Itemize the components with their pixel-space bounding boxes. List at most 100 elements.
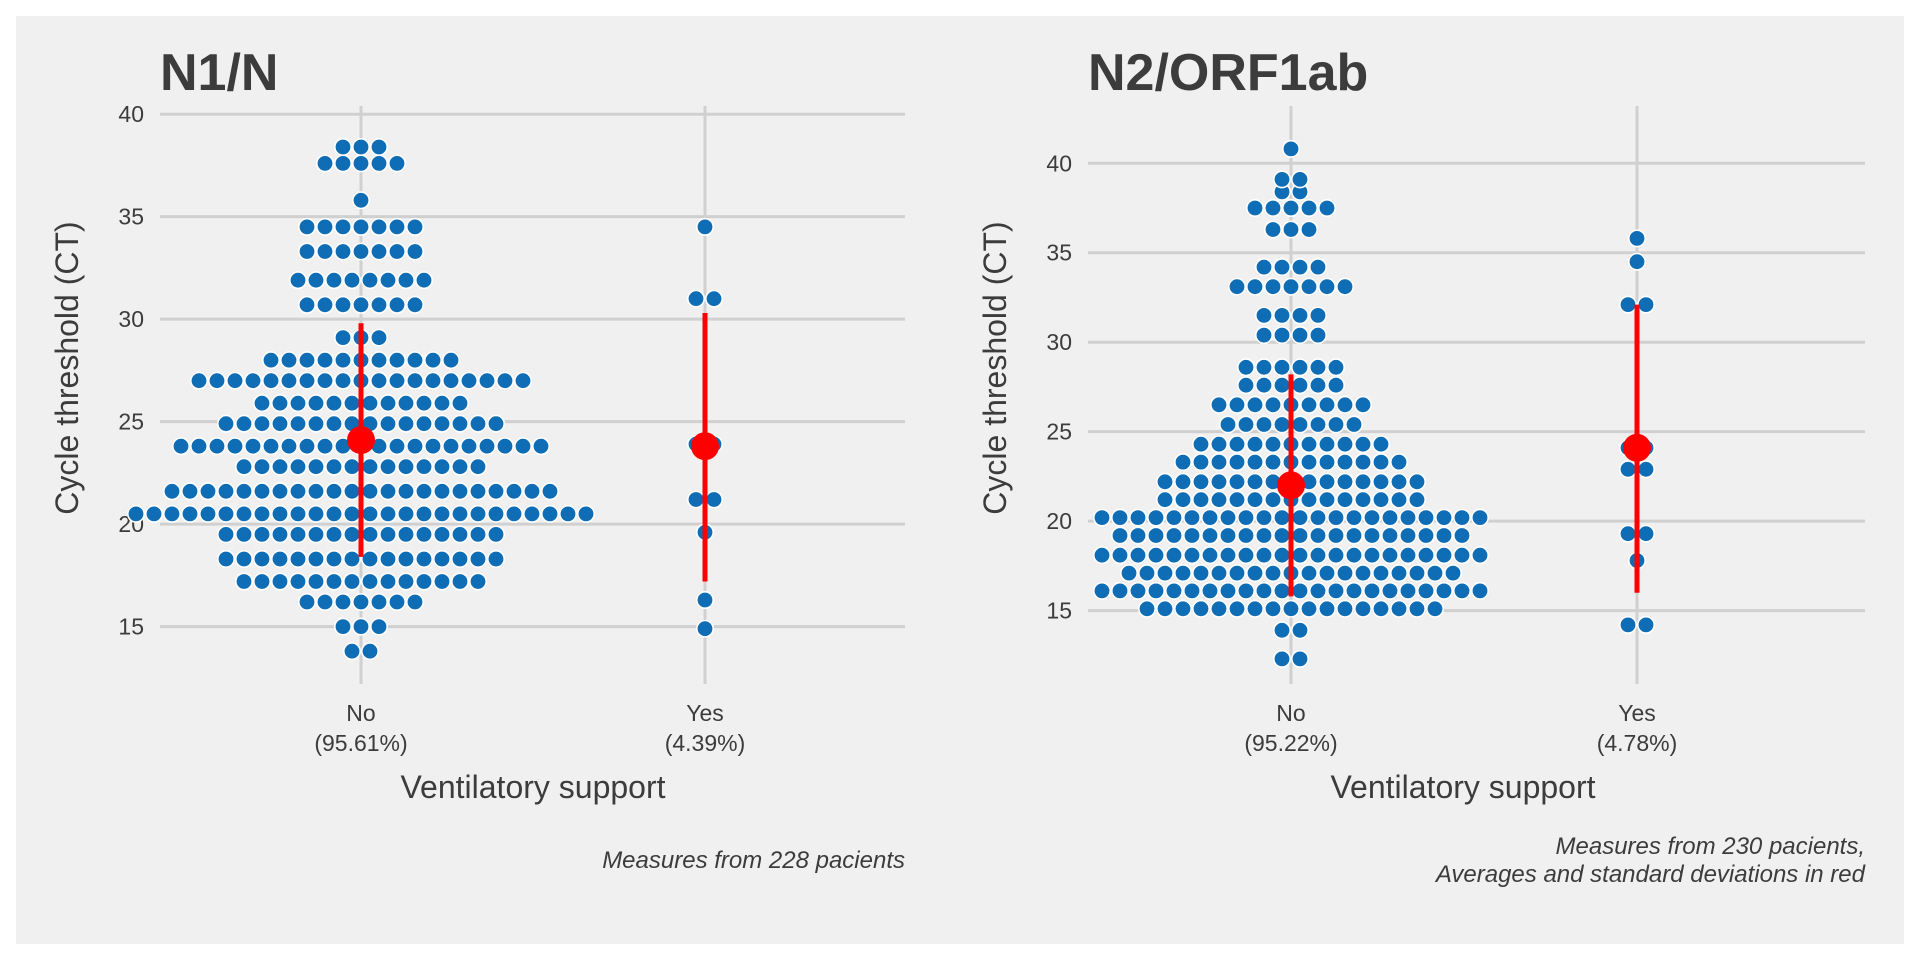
data-point <box>1273 621 1292 640</box>
data-point <box>378 482 397 501</box>
data-point <box>279 437 298 456</box>
data-point <box>450 525 469 544</box>
data-point <box>288 394 307 413</box>
data-point <box>271 414 290 433</box>
data-point <box>208 437 227 456</box>
data-point <box>1111 526 1130 545</box>
data-point <box>1246 490 1265 509</box>
y-tick-label: 25 <box>1046 419 1072 445</box>
data-point <box>1291 415 1310 434</box>
data-point <box>378 572 397 591</box>
data-point <box>1264 453 1283 472</box>
data-point <box>253 414 272 433</box>
data-point <box>1309 358 1328 377</box>
y-tick-label: 15 <box>1046 598 1072 624</box>
data-point <box>432 525 451 544</box>
data-point <box>1327 526 1346 545</box>
data-point <box>387 592 406 611</box>
data-point <box>1237 508 1256 527</box>
y-tick-label: 40 <box>1046 150 1072 176</box>
data-point <box>360 572 379 591</box>
data-point <box>540 482 559 501</box>
data-point <box>297 437 316 456</box>
data-point <box>1237 546 1256 565</box>
data-point <box>369 217 388 236</box>
data-point <box>127 504 146 523</box>
data-point <box>1219 508 1238 527</box>
data-point <box>459 371 478 390</box>
data-point <box>1372 564 1391 583</box>
data-point <box>262 371 281 390</box>
data-point <box>1291 649 1310 668</box>
data-point <box>513 437 532 456</box>
data-point <box>253 457 272 476</box>
data-point <box>1471 581 1490 600</box>
data-point <box>1111 546 1130 565</box>
data-point <box>405 217 424 236</box>
data-point <box>414 482 433 501</box>
data-point <box>1264 220 1283 239</box>
mean-marker <box>1277 471 1305 500</box>
data-point <box>1327 376 1346 395</box>
data-point <box>315 154 334 173</box>
data-point <box>1300 220 1319 239</box>
data-point <box>450 482 469 501</box>
x-axis-label: Ventilatory support <box>1330 769 1595 805</box>
data-point <box>199 482 218 501</box>
data-point <box>271 572 290 591</box>
data-point <box>1174 472 1193 491</box>
x-tick-label-no: No <box>346 700 375 726</box>
data-point <box>1291 170 1310 189</box>
data-point <box>468 482 487 501</box>
data-point <box>288 504 307 523</box>
data-point <box>217 504 236 523</box>
data-point <box>423 371 442 390</box>
data-point <box>235 572 254 591</box>
data-point <box>324 549 343 568</box>
data-point <box>1381 546 1400 565</box>
data-point <box>1336 599 1355 618</box>
data-point <box>405 295 424 314</box>
data-point <box>1201 526 1220 545</box>
data-point <box>558 504 577 523</box>
data-point <box>531 437 550 456</box>
data-point <box>1264 599 1283 618</box>
data-point <box>279 351 298 370</box>
data-point <box>360 482 379 501</box>
data-point <box>522 504 541 523</box>
data-point <box>459 437 478 456</box>
figure: N1/N 15 20 25 30 35 40 Cycle threshold (CT) N… <box>16 16 1904 944</box>
data-point <box>1318 277 1337 296</box>
data-point <box>163 482 182 501</box>
data-point <box>1282 599 1301 618</box>
data-point <box>288 271 307 290</box>
data-point <box>1327 508 1346 527</box>
data-point <box>1354 599 1373 618</box>
data-point <box>333 138 352 157</box>
data-point <box>172 437 191 456</box>
data-point <box>405 351 424 370</box>
data-point <box>1453 526 1472 545</box>
data-point <box>217 525 236 544</box>
data-point <box>306 572 325 591</box>
data-point <box>226 437 245 456</box>
data-point <box>387 154 406 173</box>
data-point <box>1255 326 1274 345</box>
data-point <box>351 617 370 636</box>
data-point <box>369 138 388 157</box>
data-points <box>1093 139 1656 668</box>
caption-line-1: Measures from 228 pacients <box>602 847 905 874</box>
data-point <box>1300 277 1319 296</box>
data-point <box>387 295 406 314</box>
data-point <box>360 525 379 544</box>
data-point <box>1291 526 1310 545</box>
data-point <box>217 549 236 568</box>
data-point <box>288 549 307 568</box>
data-point <box>686 289 705 308</box>
data-point <box>1637 615 1656 634</box>
data-point <box>1354 435 1373 454</box>
data-point <box>271 525 290 544</box>
data-point <box>1291 581 1310 600</box>
data-point <box>1381 508 1400 527</box>
data-point <box>1210 453 1229 472</box>
